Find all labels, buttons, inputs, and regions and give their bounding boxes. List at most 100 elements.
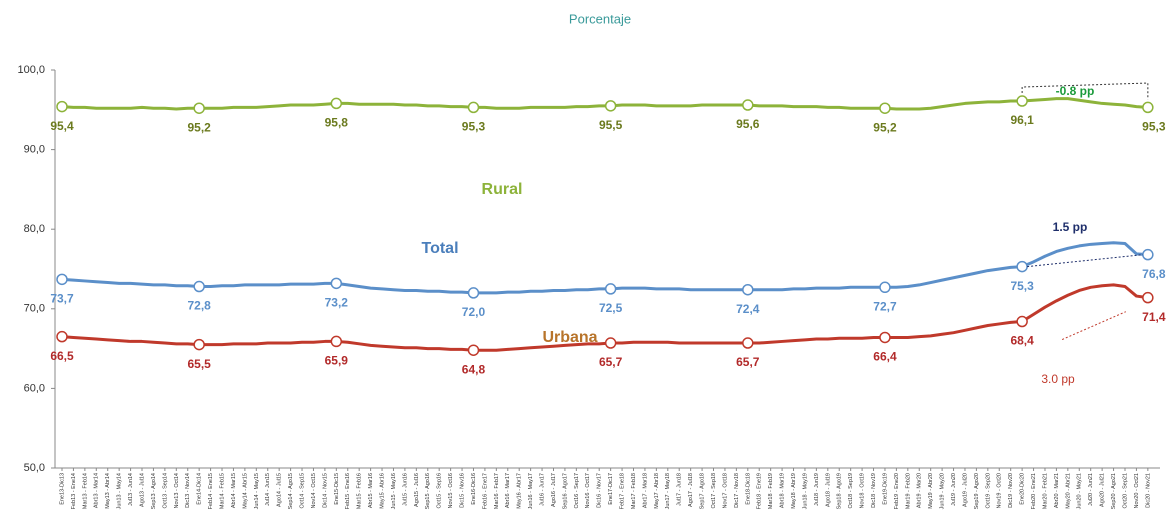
series-name: Rural <box>482 181 523 198</box>
x-tick-label: Abr18 - Mar19 <box>780 473 786 508</box>
point-marker <box>1142 101 1154 114</box>
value-label: 76,8 <box>1142 267 1166 281</box>
x-tick-label: Ene18-Dic18 <box>745 473 751 505</box>
point-marker <box>56 273 68 286</box>
x-tick-label: Mar17 - Feb18 <box>631 473 637 509</box>
x-tick-label: Ago20 - Jul21 <box>1100 473 1106 507</box>
value-label: 96,1 <box>1010 113 1034 127</box>
x-tick-label: Jun17 - May18 <box>665 473 671 509</box>
x-tick-label: May19 - Abr20 <box>928 473 934 509</box>
connector <box>1027 254 1143 268</box>
x-tick-label: Dic15 - Nov16 <box>460 473 466 508</box>
x-tick-label: Nov17 - Oct18 <box>722 473 728 508</box>
point-marker <box>1142 291 1154 304</box>
value-label: 72,0 <box>462 305 486 319</box>
x-tick-label: Jul16 - Jun17 <box>540 473 546 506</box>
value-label: 95,8 <box>325 116 349 130</box>
x-tick-label: Nov16 - Oct17 <box>585 473 591 508</box>
value-label: 64,8 <box>462 362 486 376</box>
value-label: 65,5 <box>187 357 211 371</box>
x-tick-label: Feb20 - Ene21 <box>1031 473 1037 509</box>
point-marker <box>467 344 480 356</box>
x-tick-label: Oct17 - Sep18 <box>711 473 717 508</box>
value-label: 95,3 <box>1142 120 1166 134</box>
x-tick-label: Jul13 - Jun14 <box>128 473 134 506</box>
x-tick-label: Nov13 - Oct14 <box>174 473 180 508</box>
x-tick-label: Abr16 - Mar17 <box>505 473 511 508</box>
series-line <box>61 283 1149 352</box>
point-marker <box>1016 95 1028 107</box>
point-marker <box>467 287 480 299</box>
x-tick-label: May15 - Abr16 <box>379 473 385 509</box>
x-tick-label: Ene19-Dic19 <box>882 473 888 505</box>
x-tick-label: Dic14 - Nov15 <box>322 473 328 508</box>
value-label: 65,7 <box>599 355 623 369</box>
y-tick-label: 60,0 <box>24 382 45 394</box>
x-tick-label: Ene20-Dic20 <box>1020 473 1026 505</box>
point-marker <box>1016 260 1028 273</box>
x-tick-label: Sep16 - Ago17 <box>562 473 568 509</box>
x-tick-label: Nov20 - Oct21 <box>1134 473 1140 508</box>
x-tick-label: Ago19 - Jul20 <box>962 473 968 507</box>
x-tick-label: Mar19 - Feb20 <box>905 473 911 509</box>
x-tick-label: Jul14 - Jun15 <box>265 473 271 506</box>
value-label: 72,7 <box>873 299 897 313</box>
point-marker <box>467 101 480 114</box>
x-tick-label: Sep19 - Ago20 <box>974 473 980 509</box>
x-tick-label: Sep14 - Ago15 <box>288 473 294 509</box>
x-tick-label: Mar14 - Feb15 <box>219 473 225 509</box>
x-tick-label: Feb15 - Ene16 <box>345 473 351 509</box>
x-tick-label: Ago13 - Jul14 <box>139 473 145 507</box>
x-tick-label: Jul20 - Jun21 <box>1088 473 1094 506</box>
y-tick-label: 50,0 <box>24 462 45 474</box>
x-tick-label: Nov19 - Oct20 <box>997 473 1003 508</box>
value-label: 66,5 <box>50 349 74 363</box>
x-tick-label: Ene13-Dic13 <box>59 473 65 505</box>
x-tick-label: Feb14 - Ene15 <box>208 473 214 509</box>
x-tick-label: Feb17 - Ene18 <box>620 473 626 509</box>
x-tick-label: Sep18 - Ago19 <box>837 473 843 509</box>
x-tick-label: Mar20 - Feb21 <box>1042 473 1048 509</box>
x-tick-label: Abr20 - Mar21 <box>1054 473 1060 508</box>
value-label: 95,4 <box>50 119 74 133</box>
point-marker <box>56 330 68 343</box>
x-tick-label: Ago15 - Jul16 <box>414 473 420 507</box>
x-tick-label: Feb13 - Ene14 <box>71 473 77 509</box>
point-marker <box>742 99 754 111</box>
x-tick-label: Jun15 - May16 <box>391 473 397 509</box>
x-tick-label: Nov15 - Oct16 <box>448 473 454 508</box>
x-tick-label: Nov18 - Oct19 <box>860 473 866 508</box>
annotation: -0.8 pp <box>1056 84 1095 98</box>
x-tick-label: Jun18 - May19 <box>802 473 808 509</box>
x-tick-label: Mar15 - Feb16 <box>357 473 363 509</box>
x-tick-label: Nov14 - Oct15 <box>311 473 317 508</box>
value-label: 66,4 <box>873 350 897 364</box>
x-tick-label: Jul17 - Jun18 <box>677 473 683 506</box>
point-marker <box>193 280 205 293</box>
point-marker <box>193 338 205 351</box>
x-tick-label: Ago16 - Jul17 <box>551 473 557 507</box>
x-tick-label: Dic20 - Nov21 <box>1145 473 1151 508</box>
value-label: 75,3 <box>1010 279 1034 293</box>
point-marker <box>1142 248 1154 261</box>
x-tick-label: Oct15 - Sep16 <box>437 473 443 508</box>
connector <box>1021 82 1149 100</box>
point-marker <box>604 337 617 349</box>
value-label: 72,8 <box>187 299 211 313</box>
point-marker <box>330 335 343 348</box>
value-label: 95,6 <box>736 117 760 131</box>
value-label: 65,7 <box>736 355 760 369</box>
x-tick-label: Feb19 - Ene20 <box>894 473 900 509</box>
x-tick-label: Feb18 - Ene19 <box>757 473 763 509</box>
y-tick-label: 90,0 <box>24 144 45 156</box>
x-tick-label: Jun14 - May15 <box>254 473 260 509</box>
x-tick-label: Ago14 - Jul15 <box>277 473 283 507</box>
x-tick-label: Abr14 - Mar15 <box>231 473 237 508</box>
point-marker <box>604 283 617 295</box>
x-tick-label: Dic13 - Nov14 <box>185 473 191 508</box>
x-tick-label: Mar16 - Feb17 <box>494 473 500 509</box>
series-line <box>61 241 1148 295</box>
annotation: 3.0 pp <box>1041 372 1075 386</box>
x-tick-label: Sep17 - Ago18 <box>700 473 706 509</box>
x-tick-label: Jun19 - May20 <box>940 473 946 509</box>
